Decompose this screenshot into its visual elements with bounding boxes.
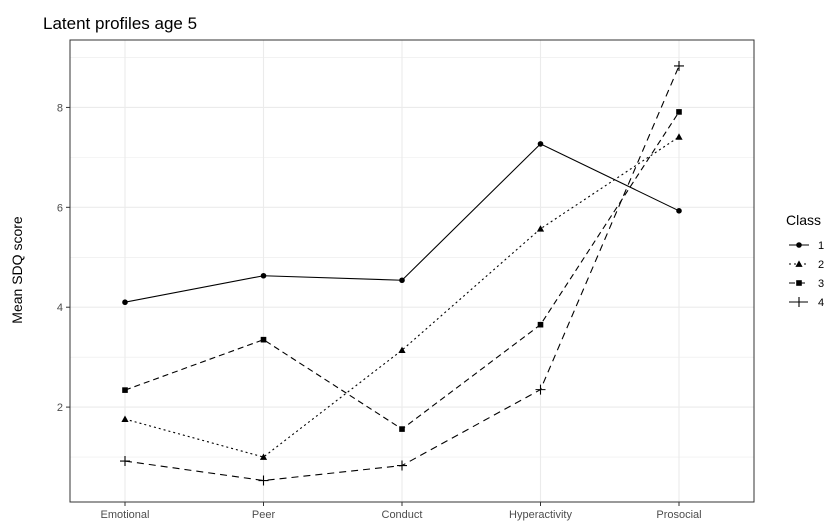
legend-key-marker (794, 297, 804, 307)
y-axis-label: Mean SDQ score (9, 216, 25, 324)
y-tick-label: 6 (57, 202, 63, 214)
legend-label: 1 (818, 240, 824, 252)
legend-title: Class (786, 212, 821, 228)
series-4-point (397, 460, 407, 471)
panel-border (69, 39, 755, 503)
legend-label: 4 (818, 297, 824, 309)
series-1-point (122, 299, 128, 306)
series-1-point (676, 208, 682, 214)
y-tick-label: 8 (57, 102, 63, 114)
series-3-point (122, 387, 128, 393)
x-tick-label: Peer (252, 509, 276, 521)
series-4-point (674, 60, 684, 71)
series-4-point (535, 384, 546, 395)
y-tick-label: 2 (57, 402, 63, 414)
x-tick-label: Prosocial (656, 509, 701, 521)
legend-key-marker (795, 260, 803, 267)
series-3-point (399, 426, 405, 432)
series-2-point (536, 225, 545, 232)
series-1-point (260, 272, 267, 279)
grid-lines (70, 40, 754, 502)
series-2-point (121, 415, 129, 422)
chart-title: Latent profiles age 5 (43, 14, 197, 33)
legend-label: 2 (818, 259, 824, 271)
series-3-point (537, 321, 544, 328)
series-2-point (675, 133, 683, 140)
series-4-point (120, 456, 130, 467)
legend-key-marker (796, 242, 802, 248)
y-axis-ticks: 2 4 6 8 (57, 102, 70, 414)
series-1-point (537, 141, 544, 147)
x-tick-label: Emotional (101, 509, 150, 521)
series-3-point (260, 336, 267, 343)
series-markers (120, 60, 684, 486)
series-2-point (398, 346, 406, 354)
legend-key-marker (796, 280, 802, 286)
series-3-point (676, 109, 682, 115)
x-tick-label: Hyperactivity (509, 509, 572, 521)
series-2-point (259, 453, 268, 460)
y-tick-label: 4 (57, 302, 63, 314)
series-1-point (399, 277, 405, 284)
x-tick-label: Conduct (382, 509, 423, 521)
legend-label: 3 (818, 278, 824, 290)
series-4-point (258, 475, 269, 486)
series-2-line (124, 136, 680, 458)
legend: Class 1 2 3 4 (786, 212, 824, 309)
x-axis-ticks: Emotional Peer Conduct Hyperactivity Prosoci… (101, 502, 702, 521)
